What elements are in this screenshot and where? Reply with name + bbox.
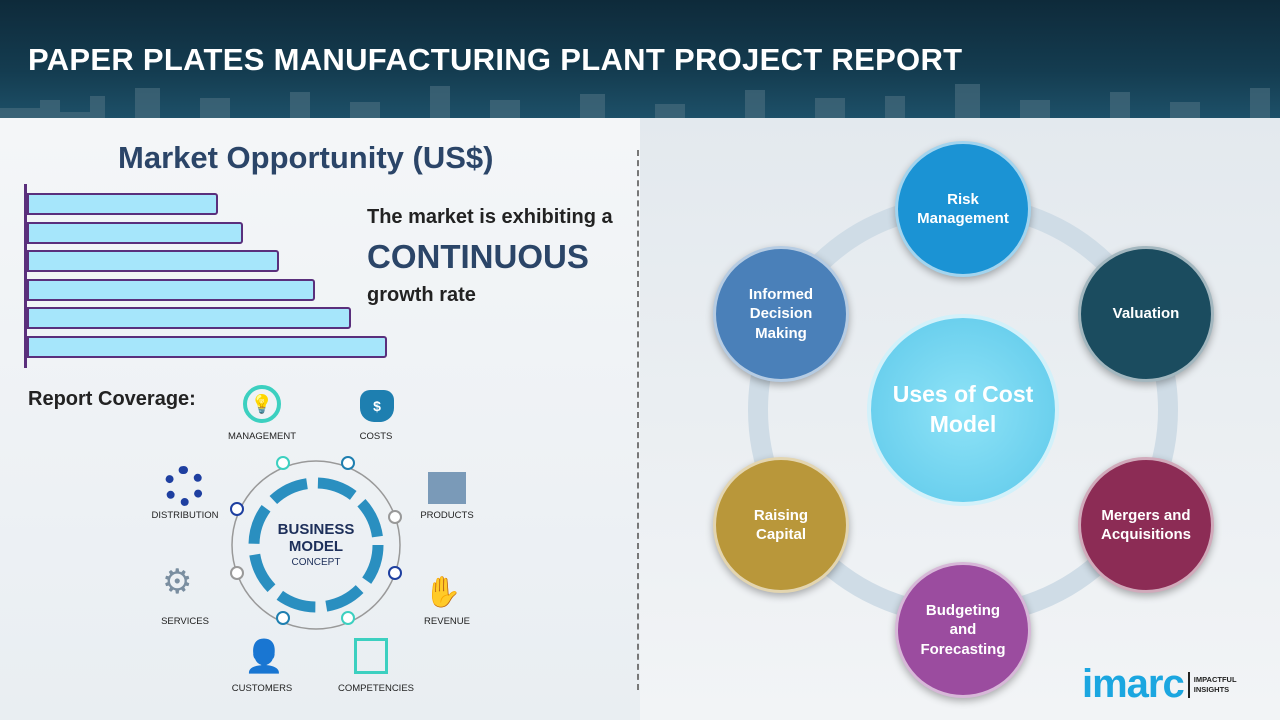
market-bar	[27, 221, 243, 244]
coverage-management: MANAGEMENT	[227, 431, 297, 442]
market-text-highlight: CONTINUOUS	[367, 238, 589, 275]
logo-tagline2: INSIGHTS	[1193, 684, 1230, 694]
management-icon: 💡	[243, 385, 281, 423]
header-banner: PAPER PLATES MANUFACTURING PLANT PROJECT…	[0, 0, 1280, 118]
divider	[637, 150, 639, 690]
market-bar	[27, 335, 387, 358]
bm-center-line1: BUSINESS	[278, 521, 355, 538]
cost-model-node: Budgeting and Forecasting	[895, 562, 1031, 698]
coverage-customers: CUSTOMERS	[231, 683, 293, 694]
market-bar	[27, 250, 279, 272]
cost-model-node: Risk Management	[895, 141, 1031, 277]
bar-axis	[24, 184, 27, 368]
report-coverage-title: Report Coverage:	[28, 388, 196, 410]
business-model-ring: BUSINESS MODEL CONCEPT	[230, 456, 402, 630]
imarc-logo: imarc IMPACTFUL INSIGHTS	[1082, 662, 1237, 707]
competencies-icon	[354, 638, 388, 674]
bm-center-line3: CONCEPT	[292, 557, 341, 568]
customers-icon: 👤	[244, 638, 284, 674]
bm-center-line2: MODEL	[289, 538, 343, 555]
cost-model-node: Raising Capital	[713, 457, 849, 593]
page-title: PAPER PLATES MANUFACTURING PLANT PROJECT…	[28, 42, 963, 77]
market-text-line1: The market is exhibiting a	[367, 206, 613, 228]
coverage-services: SERVICES	[161, 616, 209, 627]
cost-model-center: Uses of Cost Model	[867, 314, 1059, 506]
skyline-graphic	[0, 84, 1280, 118]
costs-icon: $	[360, 390, 394, 422]
coverage-products: PRODUCTS	[420, 510, 474, 521]
coverage-costs: COSTS	[359, 431, 393, 442]
coverage-competencies: COMPETENCIES	[337, 683, 414, 694]
cost-model-node: Mergers and Acquisitions	[1078, 457, 1214, 593]
revenue-icon: ✋	[424, 576, 462, 609]
logo-tagline1: IMPACTFUL	[1193, 674, 1237, 684]
cost-model-node: Valuation	[1078, 246, 1214, 382]
coverage-distribution: DISTRIBUTION	[151, 510, 219, 521]
services-gears-icon: ⚙	[162, 563, 193, 601]
market-opportunity-title: Market Opportunity (US$)	[118, 140, 494, 175]
logo-wordmark: imarc	[1082, 662, 1185, 706]
coverage-revenue: REVENUE	[424, 616, 470, 627]
cost-model-node: Informed Decision Making	[713, 246, 849, 382]
market-bar	[27, 307, 351, 329]
market-bar	[27, 278, 315, 301]
market-bar	[27, 193, 218, 215]
left-panel	[0, 118, 640, 720]
market-text-line3: growth rate	[367, 284, 476, 306]
distribution-network-icon	[164, 466, 204, 506]
products-icon	[428, 472, 466, 504]
